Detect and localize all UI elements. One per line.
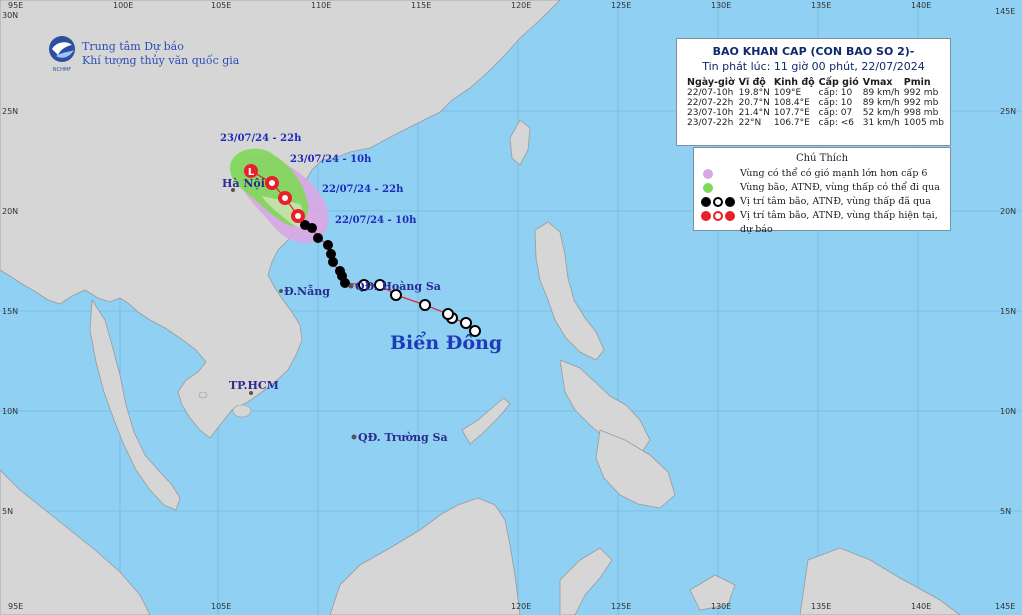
lat-tick-labels-left: 5N 10N 15N 20N 25N 30N <box>2 11 18 516</box>
svg-text:10N: 10N <box>1000 407 1016 416</box>
svg-text:125E: 125E <box>611 602 631 611</box>
land <box>0 0 961 615</box>
svg-text:120E: 120E <box>511 602 531 611</box>
svg-text:130E: 130E <box>711 602 731 611</box>
bulletin-issued: Tin phát lúc: 11 giờ 00 phút, 22/07/2024 <box>702 60 925 73</box>
label-bien-dong: Biển Đông <box>390 330 502 354</box>
svg-text:140E: 140E <box>911 602 931 611</box>
svg-text:95E: 95E <box>8 602 23 611</box>
label-truongsa: QĐ. Trường Sa <box>358 431 448 444</box>
org-line2: Khí tượng thủy văn quốc gia <box>82 54 240 67</box>
label-danang: Đ.Nẵng <box>284 285 330 298</box>
table-row: 23/07-10h 21.4°N 107.7°E cấp: 07 52 km/h 998… <box>687 108 939 118</box>
svg-text:25N: 25N <box>1000 107 1016 116</box>
legend-title: Chú Thích <box>795 153 849 164</box>
svg-text:15N: 15N <box>1000 307 1016 316</box>
lon-tick-labels-bottom: 95E 105E 120E 125E 130E 135E 140E 145E <box>8 602 1015 611</box>
svg-text:30N: 30N <box>2 11 18 20</box>
svg-text:105E: 105E <box>211 1 231 10</box>
svg-text:10N: 10N <box>2 407 18 416</box>
lon-tick-labels-top: 95E 100E 105E 110E 115E 120E 125E 130E 1… <box>8 1 1015 16</box>
svg-text:135E: 135E <box>811 1 831 10</box>
svg-text:20N: 20N <box>2 207 18 216</box>
lat-tick-labels-right: 5N 10N 15N 20N 25N <box>1000 107 1016 516</box>
svg-text:135E: 135E <box>811 602 831 611</box>
legend-item: Vị trí tâm bão, ATNĐ, vùng thấp đã qua <box>694 195 950 209</box>
svg-text:145E: 145E <box>995 7 1015 16</box>
table-row: 22/07-10h 19.8°N 109°E cấp: 10 89 km/h 992 m… <box>687 88 939 98</box>
past-positions <box>358 279 481 337</box>
label-hoangsa: QĐ. Hoàng Sa <box>355 280 441 293</box>
logo-text: NCHMF <box>53 67 71 73</box>
org-line1: Trung tâm Dự báo <box>82 40 184 53</box>
forecast-positions: L <box>244 164 305 223</box>
nchmf-logo: NCHMF <box>49 36 75 73</box>
legend-item: Vùng bão, ATNĐ, vùng thấp có thể đi qua <box>694 181 950 195</box>
table-header: Ngày-giờ Vĩ độ Kinh độ Cấp gió Vmax Pmin <box>687 77 931 88</box>
svg-text:5N: 5N <box>1000 507 1011 516</box>
table-row: 23/07-22h 22°N 106.7°E cấp: <6 31 km/h 1005 … <box>687 118 945 128</box>
svg-text:5N: 5N <box>2 507 13 516</box>
svg-text:130E: 130E <box>711 1 731 10</box>
forecast-label-1: 23/07/24 - 22h <box>220 133 302 144</box>
bulletin-title: BAO KHAN CAP (CON BAO SO 2)- <box>712 45 915 58</box>
svg-text:105E: 105E <box>211 602 231 611</box>
forecast-label-4: 22/07/24 - 10h <box>335 215 417 226</box>
green-zone-icon <box>703 183 713 193</box>
svg-text:110E: 110E <box>311 1 331 10</box>
legend-item: Vùng có thể có gió mạnh lớn hơn cấp 6 <box>694 167 950 181</box>
table-row: 22/07-22h 20.7°N 108.4°E cấp: 10 89 km/h 992… <box>687 98 939 108</box>
past-storm-icon <box>701 197 735 207</box>
bulletin-box: BAO KHAN CAP (CON BAO SO 2)- Tin phát lú… <box>676 38 951 146</box>
label-hanoi: Hà Nội <box>222 177 265 190</box>
svg-text:120E: 120E <box>511 1 531 10</box>
legend-box: Chú Thích Vùng có thể có gió mạnh lớn hơ… <box>693 147 951 235</box>
svg-text:100E: 100E <box>113 1 133 10</box>
svg-text:L: L <box>248 167 255 178</box>
purple-zone-icon <box>703 169 713 179</box>
svg-text:125E: 125E <box>611 1 631 10</box>
legend-item: Vị trí tâm bão, ATNĐ, vùng thấp hiện tại… <box>694 209 950 235</box>
forecast-storm-icon <box>701 211 735 221</box>
forecast-label-2: 23/07/24 - 10h <box>290 154 372 165</box>
svg-text:15N: 15N <box>2 307 18 316</box>
svg-text:20N: 20N <box>1000 207 1016 216</box>
bulletin-table: Ngày-giờ Vĩ độ Kinh độ Cấp gió Vmax Pmin… <box>687 77 948 128</box>
svg-text:25N: 25N <box>2 107 18 116</box>
svg-text:145E: 145E <box>995 602 1015 611</box>
past-storm-symbols <box>300 220 350 288</box>
label-hcm: TP.HCM <box>229 379 279 392</box>
forecast-label-3: 22/07/24 - 22h <box>322 184 404 195</box>
svg-text:140E: 140E <box>911 1 931 10</box>
svg-text:115E: 115E <box>411 1 431 10</box>
svg-text:95E: 95E <box>8 1 23 10</box>
